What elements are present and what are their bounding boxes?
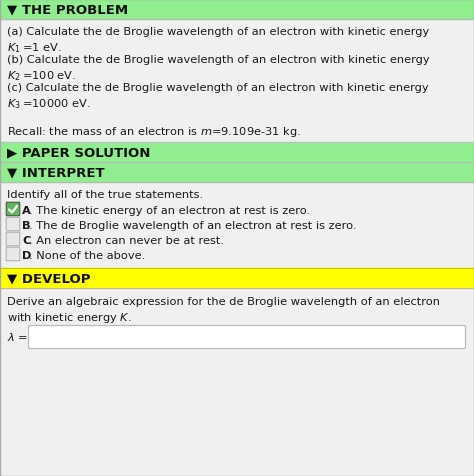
Text: B: B xyxy=(22,220,31,230)
Text: D: D xyxy=(22,250,31,260)
Text: Derive an algebraic expression for the de Broglie wavelength of an electron: Derive an algebraic expression for the d… xyxy=(7,297,440,307)
Text: A: A xyxy=(22,206,31,216)
Bar xyxy=(0,143,474,163)
Text: ▼ INTERPRET: ▼ INTERPRET xyxy=(7,166,105,179)
Text: ▶ PAPER SOLUTION: ▶ PAPER SOLUTION xyxy=(7,146,150,159)
Text: . The de Broglie wavelength of an electron at rest is zero.: . The de Broglie wavelength of an electr… xyxy=(29,220,356,230)
FancyBboxPatch shape xyxy=(6,203,20,217)
Bar xyxy=(0,163,474,183)
Text: (b) Calculate the de Broglie wavelength of an electron with kinetic energy: (b) Calculate the de Broglie wavelength … xyxy=(7,55,429,65)
Text: $\lambda$ =: $\lambda$ = xyxy=(7,330,28,342)
Bar xyxy=(0,268,474,288)
Text: $K_3$ =10000 eV.: $K_3$ =10000 eV. xyxy=(7,97,91,110)
FancyBboxPatch shape xyxy=(6,248,20,261)
Text: Recall: the mass of an electron is $m$=9.109e-31 kg.: Recall: the mass of an electron is $m$=9… xyxy=(7,125,301,139)
Bar xyxy=(0,0,474,20)
Text: (c) Calculate the de Broglie wavelength of an electron with kinetic energy: (c) Calculate the de Broglie wavelength … xyxy=(7,83,428,93)
Text: (a) Calculate the de Broglie wavelength of an electron with kinetic energy: (a) Calculate the de Broglie wavelength … xyxy=(7,27,429,37)
Text: ▼ DEVELOP: ▼ DEVELOP xyxy=(7,272,91,285)
FancyBboxPatch shape xyxy=(6,233,20,246)
Text: with kinetic energy $K$.: with kinetic energy $K$. xyxy=(7,310,131,324)
Text: . An electron can never be at rest.: . An electron can never be at rest. xyxy=(29,236,224,246)
Text: ▼ THE PROBLEM: ▼ THE PROBLEM xyxy=(7,3,128,17)
Text: . None of the above.: . None of the above. xyxy=(29,250,145,260)
FancyBboxPatch shape xyxy=(28,326,465,349)
Text: C: C xyxy=(22,236,30,246)
Text: Identify all of the true statements.: Identify all of the true statements. xyxy=(7,189,203,199)
FancyBboxPatch shape xyxy=(6,218,20,231)
Text: $K_1$ =1 eV.: $K_1$ =1 eV. xyxy=(7,41,62,55)
Text: . The kinetic energy of an electron at rest is zero.: . The kinetic energy of an electron at r… xyxy=(29,206,310,216)
Text: $K_2$ =100 eV.: $K_2$ =100 eV. xyxy=(7,69,76,83)
